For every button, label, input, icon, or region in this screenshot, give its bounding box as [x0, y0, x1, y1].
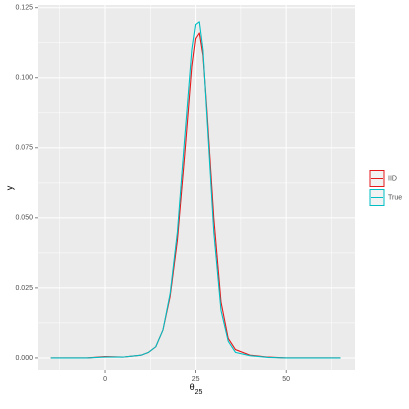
y-tick-label: 0.025 — [15, 285, 33, 292]
y-tick-label: 0.000 — [15, 355, 33, 362]
y-tick-label: 0.125 — [15, 5, 33, 12]
y-tick-label: 0.050 — [15, 215, 33, 222]
x-tick-label: 0 — [103, 376, 107, 383]
x-tick-label: 50 — [282, 376, 290, 383]
y-tick-label: 0.075 — [15, 145, 33, 152]
x-axis-title-subscript: 25 — [195, 389, 203, 396]
x-axis-title: θ25 — [190, 382, 203, 395]
y-axis-title: y — [4, 185, 14, 190]
legend-label: IID — [388, 175, 397, 182]
line — [50, 21, 341, 359]
legend-label: True — [388, 194, 402, 201]
y-tick-label: 0.100 — [15, 75, 33, 82]
x-tick-label: 25 — [192, 376, 200, 383]
x-axis-title-main: θ — [190, 382, 195, 392]
panel — [38, 5, 355, 370]
